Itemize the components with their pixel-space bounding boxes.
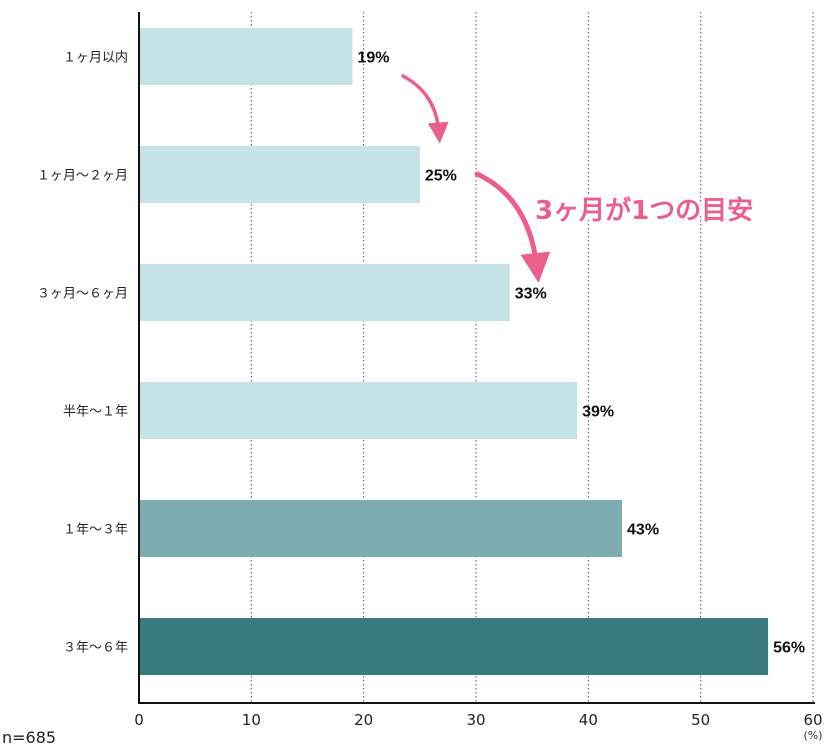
data-label: 33%	[515, 286, 547, 303]
sample-size-label: n=685	[2, 728, 57, 747]
category-label: １ヶ月〜２ヶ月	[37, 169, 128, 184]
gridlines	[250, 12, 814, 703]
labels: 0 10 20 30 40 50 60(%) １ヶ月以内 19% １ヶ月〜２ヶ月 25% ３ヶ月〜６ヶ…	[37, 50, 823, 743]
bar	[140, 618, 769, 675]
bar	[140, 146, 420, 203]
category-label: １ヶ月以内	[63, 50, 128, 66]
arrow-1-icon	[401, 74, 449, 144]
x-tick-label: 50	[691, 711, 710, 729]
category-label: １年〜３年	[63, 523, 128, 538]
category-label: 半年〜１年	[63, 405, 128, 420]
data-label: 19%	[357, 50, 389, 67]
data-label: 39%	[582, 404, 614, 421]
x-tick-label: 60	[803, 711, 822, 729]
bar	[140, 500, 623, 557]
annotation-callout: 3ヶ月が1つの目安	[535, 195, 753, 226]
x-tick-label: 30	[466, 711, 485, 729]
data-label: 25%	[425, 168, 457, 185]
category-label: ３ヶ月〜６ヶ月	[37, 287, 128, 302]
x-tick-label: 20	[354, 711, 373, 729]
x-tick-label: 40	[579, 711, 598, 729]
data-label: 43%	[627, 522, 659, 539]
data-label: 56%	[773, 640, 805, 657]
bar	[140, 382, 578, 439]
category-label: ３年〜６年	[63, 641, 128, 656]
bar	[140, 28, 353, 85]
x-tick-label: 10	[242, 711, 261, 729]
bar	[140, 264, 510, 321]
axes	[138, 12, 815, 704]
x-tick-label: 0	[134, 711, 144, 729]
arrow-2-icon	[474, 171, 551, 283]
bars	[140, 28, 769, 675]
x-axis-unit: (%)	[803, 729, 822, 742]
